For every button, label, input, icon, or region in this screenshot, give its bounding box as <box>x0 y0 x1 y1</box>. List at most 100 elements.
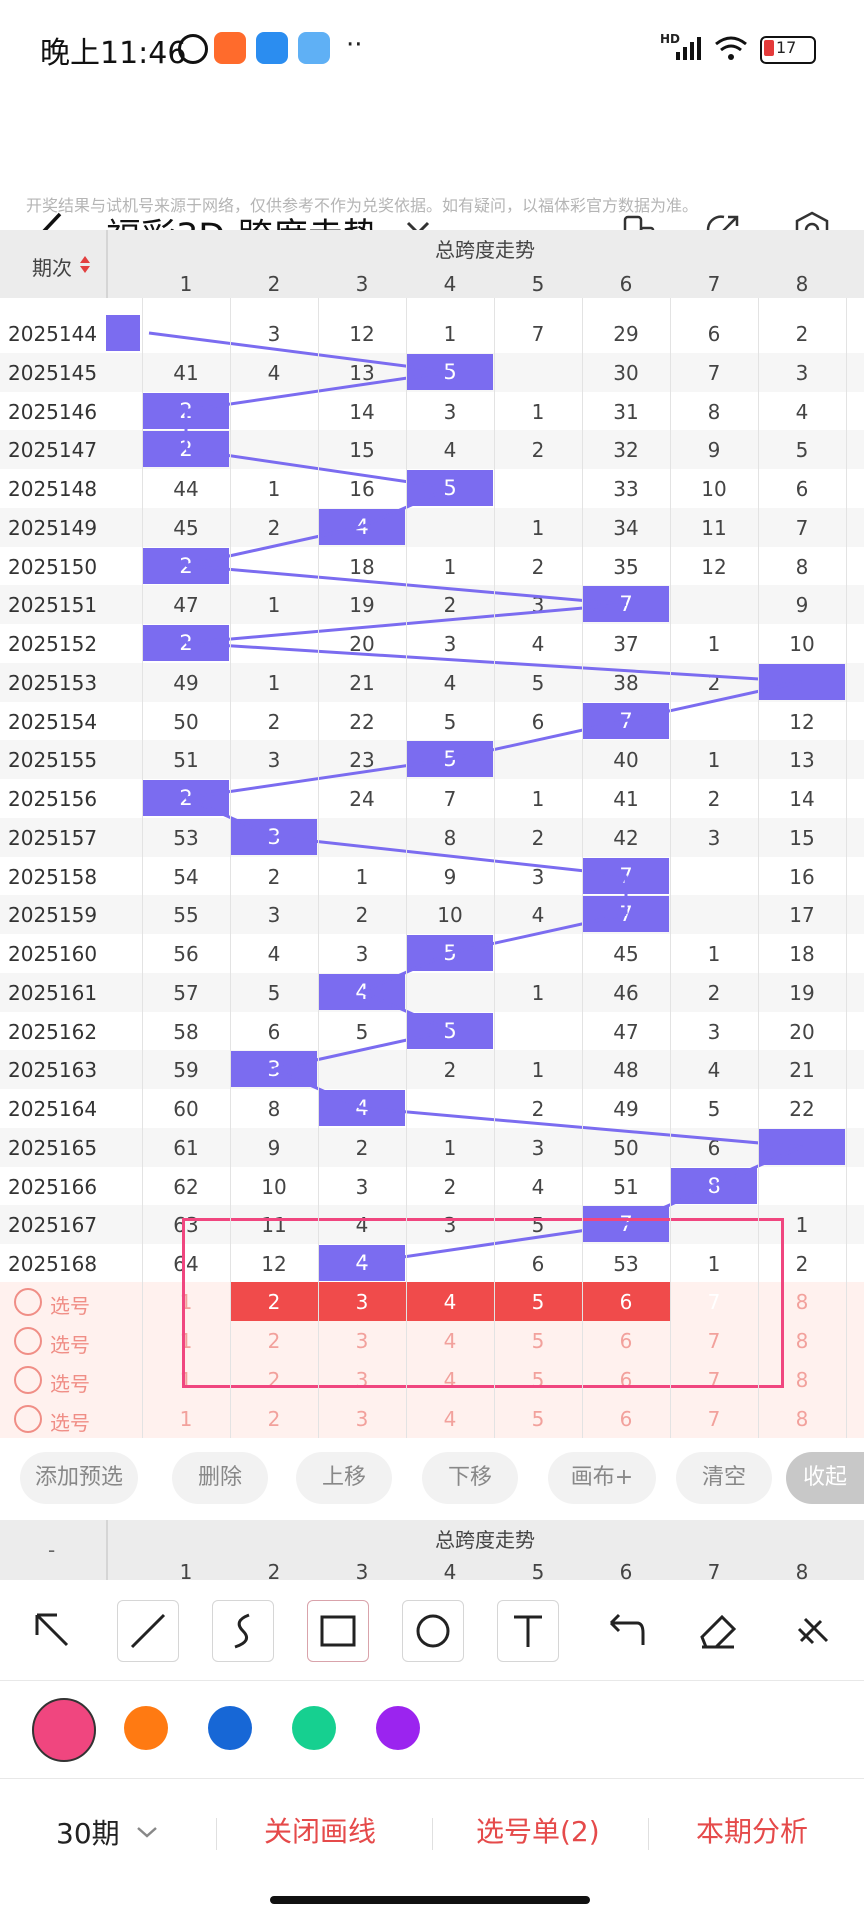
period-cell: 2025154 <box>8 709 98 734</box>
value-cell: 2 <box>267 864 281 889</box>
select-number[interactable]: 6 <box>619 1329 633 1353</box>
action-button[interactable]: 清空 <box>676 1452 772 1504</box>
hit-cell: 2 <box>143 625 229 661</box>
chevron-down-icon[interactable] <box>136 1824 158 1838</box>
value-cell: 8 <box>443 825 457 850</box>
eraser-icon[interactable] <box>687 1600 749 1662</box>
select-number[interactable]: 7 <box>707 1329 721 1353</box>
select-number[interactable]: 5 <box>531 1407 545 1431</box>
select-radio[interactable] <box>14 1327 42 1355</box>
color-swatch[interactable] <box>124 1706 168 1750</box>
close-lines-button[interactable]: 关闭画线 <box>264 1815 377 1848</box>
action-button[interactable]: 删除 <box>172 1452 268 1504</box>
action-button[interactable]: 上移 <box>296 1452 392 1504</box>
select-number[interactable]: 4 <box>443 1329 457 1353</box>
select-label[interactable]: 选号 <box>50 1294 90 1318</box>
value-cell: 9 <box>267 1135 281 1160</box>
value-cell: 5 <box>443 709 457 734</box>
sort-asc-icon[interactable] <box>80 256 90 263</box>
select-number[interactable]: 3 <box>355 1290 369 1314</box>
sort-desc-icon[interactable] <box>80 266 90 273</box>
analysis-button[interactable]: 本期分析 <box>696 1815 809 1848</box>
color-swatch[interactable] <box>376 1706 420 1750</box>
footer-table-header <box>0 1520 864 1580</box>
select-radio[interactable] <box>14 1405 42 1433</box>
selection-list-button[interactable]: 选号单(2) <box>476 1815 600 1848</box>
value-cell: 2 <box>795 322 809 346</box>
select-radio[interactable] <box>14 1366 42 1394</box>
value-cell: 49 <box>613 1097 639 1121</box>
hit-cell: 4 <box>319 1090 405 1126</box>
period-header[interactable]: 期次 <box>32 256 72 280</box>
value-cell: 6 <box>707 322 721 346</box>
divider <box>0 1680 864 1681</box>
value-cell: 3 <box>707 825 721 850</box>
value-cell: 10 <box>701 477 727 501</box>
battery-icon: 17 <box>760 36 816 64</box>
select-number[interactable]: 4 <box>443 1290 457 1314</box>
value-cell: 7 <box>795 515 809 540</box>
value-cell: 35 <box>613 554 639 579</box>
value-cell: 1 <box>531 1058 545 1083</box>
line-icon[interactable] <box>117 1600 179 1662</box>
value-cell: 9 <box>795 593 809 618</box>
circle-icon[interactable] <box>402 1600 464 1662</box>
select-number[interactable]: 6 <box>619 1290 633 1314</box>
select-number[interactable]: 5 <box>531 1329 545 1353</box>
table-title: 总跨度走势 <box>435 238 535 262</box>
text-icon[interactable] <box>497 1600 559 1662</box>
hit-cell: 7 <box>583 896 669 933</box>
undo-icon[interactable] <box>592 1600 654 1662</box>
value-cell: 61 <box>173 1135 199 1160</box>
arrow-icon[interactable] <box>22 1600 84 1662</box>
value-cell: 20 <box>789 1019 815 1044</box>
select-number[interactable]: 5 <box>531 1290 545 1314</box>
select-radio[interactable] <box>14 1288 42 1316</box>
table-row <box>0 895 864 935</box>
select-number[interactable]: 1 <box>179 1407 193 1431</box>
value-cell: 1 <box>267 670 281 695</box>
select-number[interactable]: 6 <box>619 1407 633 1431</box>
status-bar: 晚上11:46 ·· HD 17 <box>0 0 864 100</box>
column-header: 3 <box>355 1560 369 1584</box>
hit-cell: 5 <box>407 470 493 506</box>
signal-icon <box>676 36 704 60</box>
select-number[interactable]: 8 <box>795 1407 809 1431</box>
value-cell: 1 <box>443 1135 457 1160</box>
value-cell: 6 <box>707 1135 721 1160</box>
action-button[interactable]: 画布+ <box>548 1452 656 1504</box>
select-number[interactable]: 8 <box>795 1368 809 1392</box>
action-button[interactable]: 下移 <box>422 1452 518 1504</box>
select-number[interactable]: 2 <box>267 1407 281 1431</box>
select-number[interactable]: 4 <box>443 1407 457 1431</box>
value-cell: 48 <box>613 1058 639 1083</box>
select-label[interactable]: 选号 <box>50 1333 90 1357</box>
value-cell: 47 <box>613 1019 639 1044</box>
select-number[interactable]: 3 <box>355 1329 369 1353</box>
clear-icon[interactable] <box>782 1600 844 1662</box>
curve-icon[interactable] <box>212 1600 274 1662</box>
select-number[interactable]: 3 <box>355 1407 369 1431</box>
select-number[interactable]: 7 <box>707 1290 721 1314</box>
select-number[interactable]: 8 <box>795 1290 809 1314</box>
select-number[interactable]: 2 <box>267 1329 281 1353</box>
color-swatch[interactable] <box>292 1706 336 1750</box>
column-header: 7 <box>707 272 721 296</box>
more-icon: ·· <box>346 30 363 60</box>
action-button[interactable]: 收起 <box>786 1452 864 1504</box>
color-swatch[interactable] <box>32 1698 96 1762</box>
select-label[interactable]: 选号 <box>50 1372 90 1396</box>
value-cell: 1 <box>267 477 281 501</box>
period-header-cell[interactable] <box>0 230 108 298</box>
value-cell: 58 <box>173 1019 199 1044</box>
action-button[interactable]: 添加预选 <box>20 1452 138 1504</box>
color-swatch[interactable] <box>208 1706 252 1750</box>
select-label[interactable]: 选号 <box>50 1411 90 1435</box>
divider <box>216 1818 217 1850</box>
select-number[interactable]: 7 <box>707 1407 721 1431</box>
select-number[interactable]: 8 <box>795 1329 809 1353</box>
rectangle-icon[interactable] <box>307 1600 369 1662</box>
period-select[interactable]: 30期 <box>56 1817 120 1850</box>
select-number[interactable]: 2 <box>267 1290 281 1314</box>
value-cell: 21 <box>349 670 375 695</box>
